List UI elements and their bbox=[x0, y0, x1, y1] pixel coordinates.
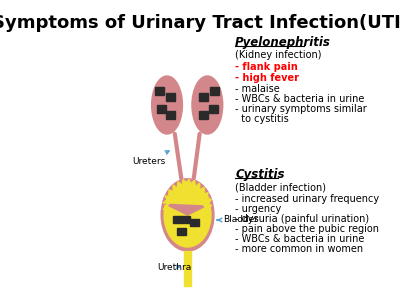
Bar bbox=[199, 93, 208, 101]
Bar bbox=[182, 216, 190, 223]
Bar bbox=[166, 111, 175, 119]
Text: - malaise: - malaise bbox=[235, 84, 280, 94]
Text: - more common in women: - more common in women bbox=[235, 244, 363, 254]
Text: (Bladder infection): (Bladder infection) bbox=[235, 182, 326, 192]
Circle shape bbox=[161, 179, 214, 251]
Text: Symptoms of Urinary Tract Infection(UTI): Symptoms of Urinary Tract Infection(UTI) bbox=[0, 14, 400, 32]
Ellipse shape bbox=[152, 76, 182, 134]
Bar bbox=[166, 93, 175, 101]
Bar bbox=[155, 87, 164, 95]
Text: Bladder: Bladder bbox=[217, 215, 258, 225]
Text: - WBCs & bacteria in urine: - WBCs & bacteria in urine bbox=[235, 234, 364, 244]
Bar bbox=[210, 87, 219, 95]
Text: Ureters: Ureters bbox=[132, 151, 169, 166]
Text: Pyelonephritis: Pyelonephritis bbox=[235, 36, 331, 49]
Wedge shape bbox=[163, 179, 212, 215]
Bar bbox=[157, 105, 166, 113]
Text: - dysuria (painful urination): - dysuria (painful urination) bbox=[235, 214, 369, 224]
Bar bbox=[173, 216, 182, 223]
Bar bbox=[209, 105, 218, 113]
Text: - high fever: - high fever bbox=[235, 73, 299, 83]
Text: Urethra: Urethra bbox=[157, 263, 191, 272]
Text: - urgency: - urgency bbox=[235, 204, 282, 214]
Text: (Kidney infection): (Kidney infection) bbox=[235, 50, 322, 60]
Text: Cystitis: Cystitis bbox=[235, 168, 285, 181]
Text: to cystitis: to cystitis bbox=[235, 114, 289, 124]
Text: - increased urinary frequency: - increased urinary frequency bbox=[235, 194, 379, 204]
Text: - WBCs & bacteria in urine: - WBCs & bacteria in urine bbox=[235, 94, 364, 104]
Text: - urinary symptoms similar: - urinary symptoms similar bbox=[235, 104, 367, 114]
Text: - pain above the pubic region: - pain above the pubic region bbox=[235, 224, 379, 234]
Polygon shape bbox=[163, 179, 211, 205]
Bar bbox=[199, 111, 208, 119]
Bar bbox=[177, 228, 186, 235]
Ellipse shape bbox=[192, 76, 223, 134]
Polygon shape bbox=[163, 181, 212, 211]
Bar bbox=[184, 251, 191, 286]
Circle shape bbox=[164, 183, 211, 247]
Bar bbox=[190, 219, 199, 226]
Text: - flank pain: - flank pain bbox=[235, 62, 298, 72]
